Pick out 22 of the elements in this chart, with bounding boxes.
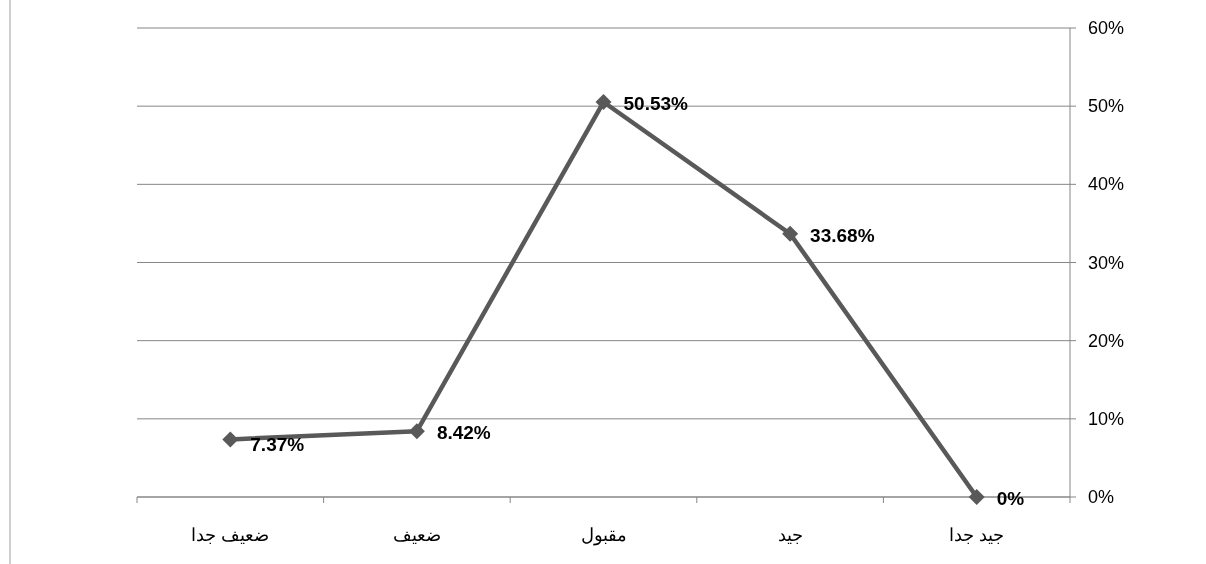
y-tick-label: 0% [1088, 487, 1115, 507]
point [968, 489, 985, 505]
x-tick-label: جيد جدا [949, 525, 1005, 545]
data-label: 50.53% [623, 93, 689, 115]
y-tick-label: 30% [1088, 252, 1125, 273]
data-label: 7.37% [250, 434, 305, 456]
x-tick-label: جيد [777, 525, 803, 545]
point [595, 94, 612, 111]
x-tick-label: مقبول [580, 525, 627, 546]
data-label: 8.42% [436, 422, 491, 444]
x-tick-label: ضعيف جدا [191, 525, 270, 545]
data-label: 0% [996, 488, 1025, 509]
x-tick-label: ضعيف [392, 525, 441, 545]
point [782, 225, 799, 242]
y-tick-label: 60% [1088, 18, 1125, 38]
point [408, 423, 425, 440]
y-tick-label: 10% [1088, 408, 1125, 429]
y-tick-label: 50% [1088, 96, 1125, 117]
data-label: 33.68% [810, 224, 875, 246]
point [222, 431, 239, 448]
y-tick-label: 40% [1088, 174, 1125, 195]
y-tick-label: 20% [1088, 330, 1125, 351]
